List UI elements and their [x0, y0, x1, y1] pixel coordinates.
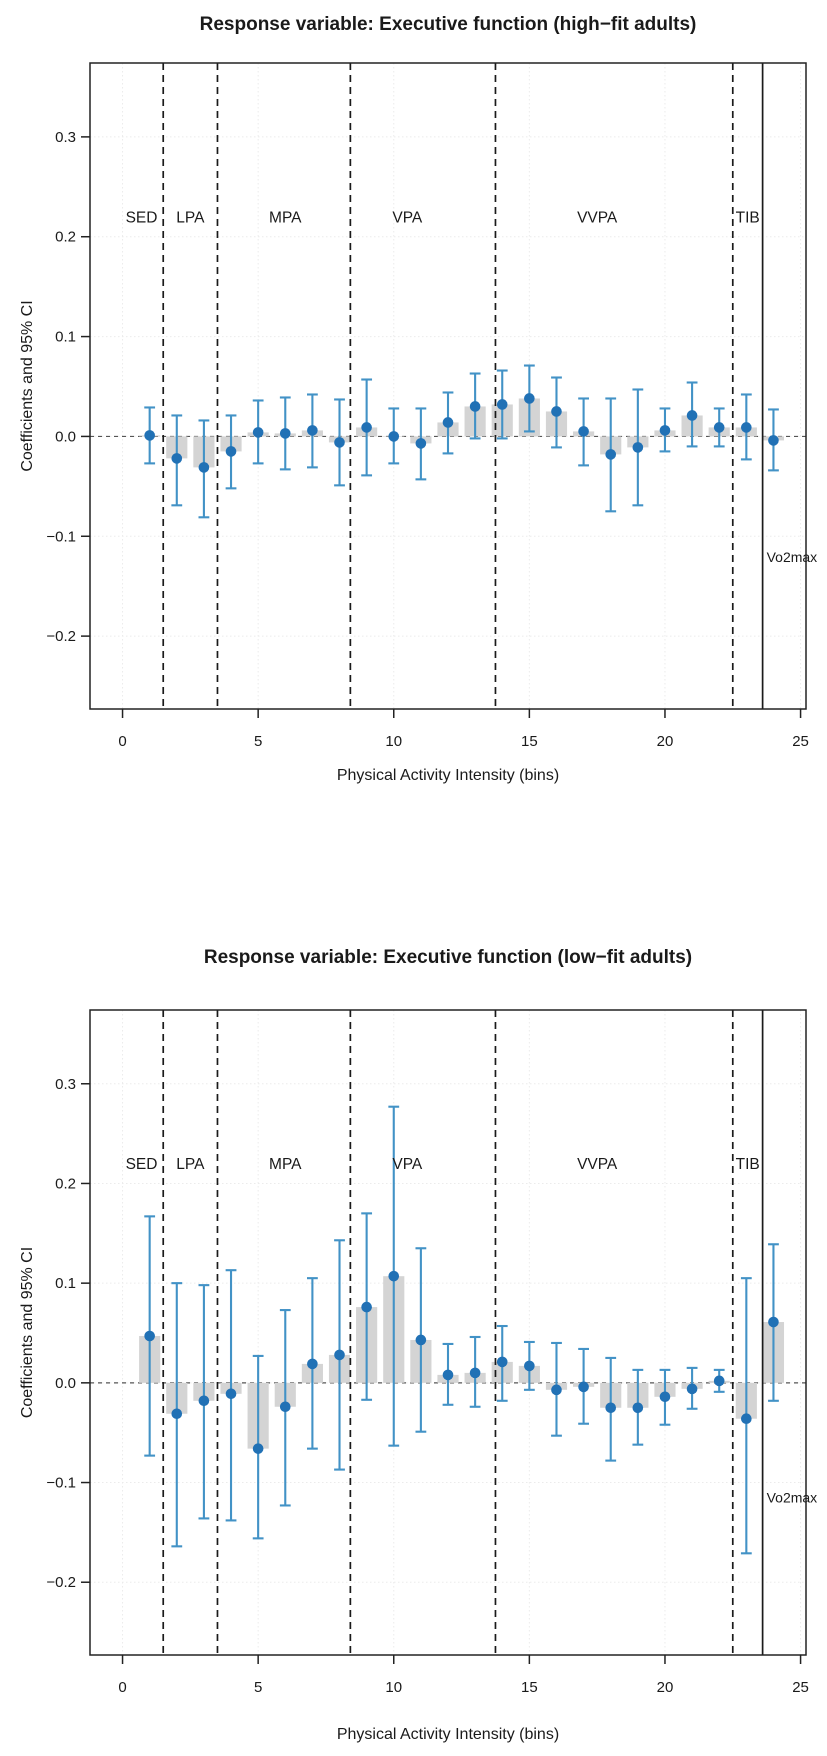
y-tick-label: −0.1 — [46, 1475, 76, 1492]
data-point — [551, 1384, 562, 1396]
plot-border — [89, 62, 807, 710]
data-point — [225, 1388, 237, 1400]
x-tick-label: 5 — [254, 1679, 262, 1696]
data-point — [605, 449, 617, 460]
data-point — [741, 1413, 752, 1425]
y-tick-label: −0.2 — [46, 628, 76, 645]
data-point — [768, 435, 779, 446]
data-point — [307, 425, 318, 436]
data-point — [524, 1360, 535, 1372]
region-label: SED — [126, 209, 158, 226]
region-label: MPA — [269, 1156, 302, 1173]
data-point — [171, 1408, 183, 1420]
x-axis-label: Physical Activity Intensity (bins) — [337, 767, 559, 784]
y-tick-label: 0.0 — [55, 1375, 76, 1392]
data-point — [469, 401, 481, 412]
data-point — [713, 1375, 725, 1387]
y-tick-label: 0.3 — [55, 1076, 76, 1093]
data-point — [388, 431, 400, 442]
data-point — [713, 422, 725, 433]
region-label: VPA — [392, 1156, 423, 1173]
data-point — [659, 425, 671, 436]
region-label: TIB — [736, 209, 760, 226]
data-point — [334, 1349, 345, 1361]
data-point — [578, 426, 589, 437]
x-axis-label: Physical Activity Intensity (bins) — [337, 1726, 559, 1743]
chart-low-fit-adults: 0.3 0.2 0.1 0.0 −0.1 −0.2 0 5 10 15 20 25 SED LPA MPA V… — [0, 883, 827, 1756]
data-point — [605, 1402, 617, 1414]
y-tick-label: 0.3 — [55, 129, 76, 146]
data-point — [415, 438, 427, 449]
data-point — [361, 422, 372, 433]
y-tick-label: 0.2 — [55, 1175, 76, 1192]
y-tick-label: −0.1 — [46, 528, 76, 545]
data-point — [334, 437, 345, 448]
y-tick-label: −0.2 — [46, 1574, 76, 1591]
data-point — [388, 1270, 400, 1282]
data-point — [252, 427, 264, 438]
x-tick-label: 5 — [254, 733, 262, 750]
region-label: VVPA — [577, 209, 618, 226]
y-axis-label: Coefficients and 95% CI — [19, 300, 36, 471]
data-point — [144, 430, 155, 441]
chart-title: Response variable: Executive function (l… — [204, 947, 692, 968]
chart-title: Response variable: Executive function (h… — [200, 14, 697, 35]
data-point — [225, 446, 237, 457]
data-point — [496, 1356, 508, 1368]
data-point — [144, 1330, 155, 1342]
data-point — [496, 399, 508, 410]
data-point — [198, 462, 210, 473]
x-tick-label: 25 — [792, 733, 809, 750]
data-point — [524, 393, 535, 404]
data-point — [686, 1383, 698, 1395]
x-tick-label: 15 — [521, 1679, 538, 1696]
region-label: SED — [126, 1156, 158, 1173]
plot-border — [89, 1009, 807, 1656]
data-point — [741, 422, 752, 433]
region-label: VVPA — [577, 1156, 618, 1173]
region-label: LPA — [176, 209, 205, 226]
chart-low-fit-svg: 0.3 0.2 0.1 0.0 −0.1 −0.2 0 5 10 15 20 25 SED LPA MPA V… — [19, 947, 818, 1743]
data-point — [307, 1358, 318, 1370]
data-point — [578, 1381, 589, 1393]
data-point — [279, 428, 291, 439]
data-point — [632, 1402, 644, 1414]
data-point — [415, 1334, 427, 1346]
data-point — [551, 406, 562, 417]
vo2max-label: Vo2max — [767, 549, 818, 565]
data-point — [659, 1391, 671, 1403]
x-tick-label: 10 — [385, 733, 402, 750]
y-axis-label: Coefficients and 95% CI — [19, 1247, 36, 1418]
data-point — [469, 1367, 481, 1379]
data-point — [442, 1369, 454, 1381]
y-tick-label: 0.1 — [55, 1275, 76, 1292]
x-tick-label: 20 — [657, 1679, 674, 1696]
data-point — [632, 442, 644, 453]
data-point — [171, 453, 183, 464]
data-point — [686, 410, 698, 421]
x-tick-label: 15 — [521, 733, 538, 750]
chart-high-fit-adults: 0.3 0.2 0.1 0.0 −0.1 −0.2 0 5 10 15 20 25 SED LPA MPA V… — [19, 14, 818, 784]
data-point — [768, 1316, 779, 1328]
region-label: LPA — [176, 1156, 205, 1173]
vo2max-label: Vo2max — [767, 1489, 818, 1505]
data-point — [252, 1443, 264, 1454]
data-point — [361, 1301, 372, 1313]
region-label: MPA — [269, 209, 302, 226]
x-tick-label: 0 — [118, 1679, 126, 1696]
y-tick-label: 0.1 — [55, 329, 76, 346]
x-tick-label: 20 — [657, 733, 674, 750]
region-label: VPA — [392, 209, 423, 226]
data-point — [198, 1395, 210, 1407]
y-tick-label: 0.0 — [55, 428, 76, 445]
region-label: TIB — [736, 1156, 760, 1173]
x-tick-label: 0 — [118, 733, 126, 750]
data-point — [279, 1401, 291, 1413]
x-tick-label: 25 — [792, 1679, 809, 1696]
data-point — [442, 417, 454, 428]
x-tick-label: 10 — [385, 1679, 402, 1696]
y-tick-label: 0.2 — [55, 229, 76, 246]
chart-high-fit-svg: 0.3 0.2 0.1 0.0 −0.1 −0.2 0 5 10 15 20 25 SED LPA MPA V… — [19, 14, 818, 784]
